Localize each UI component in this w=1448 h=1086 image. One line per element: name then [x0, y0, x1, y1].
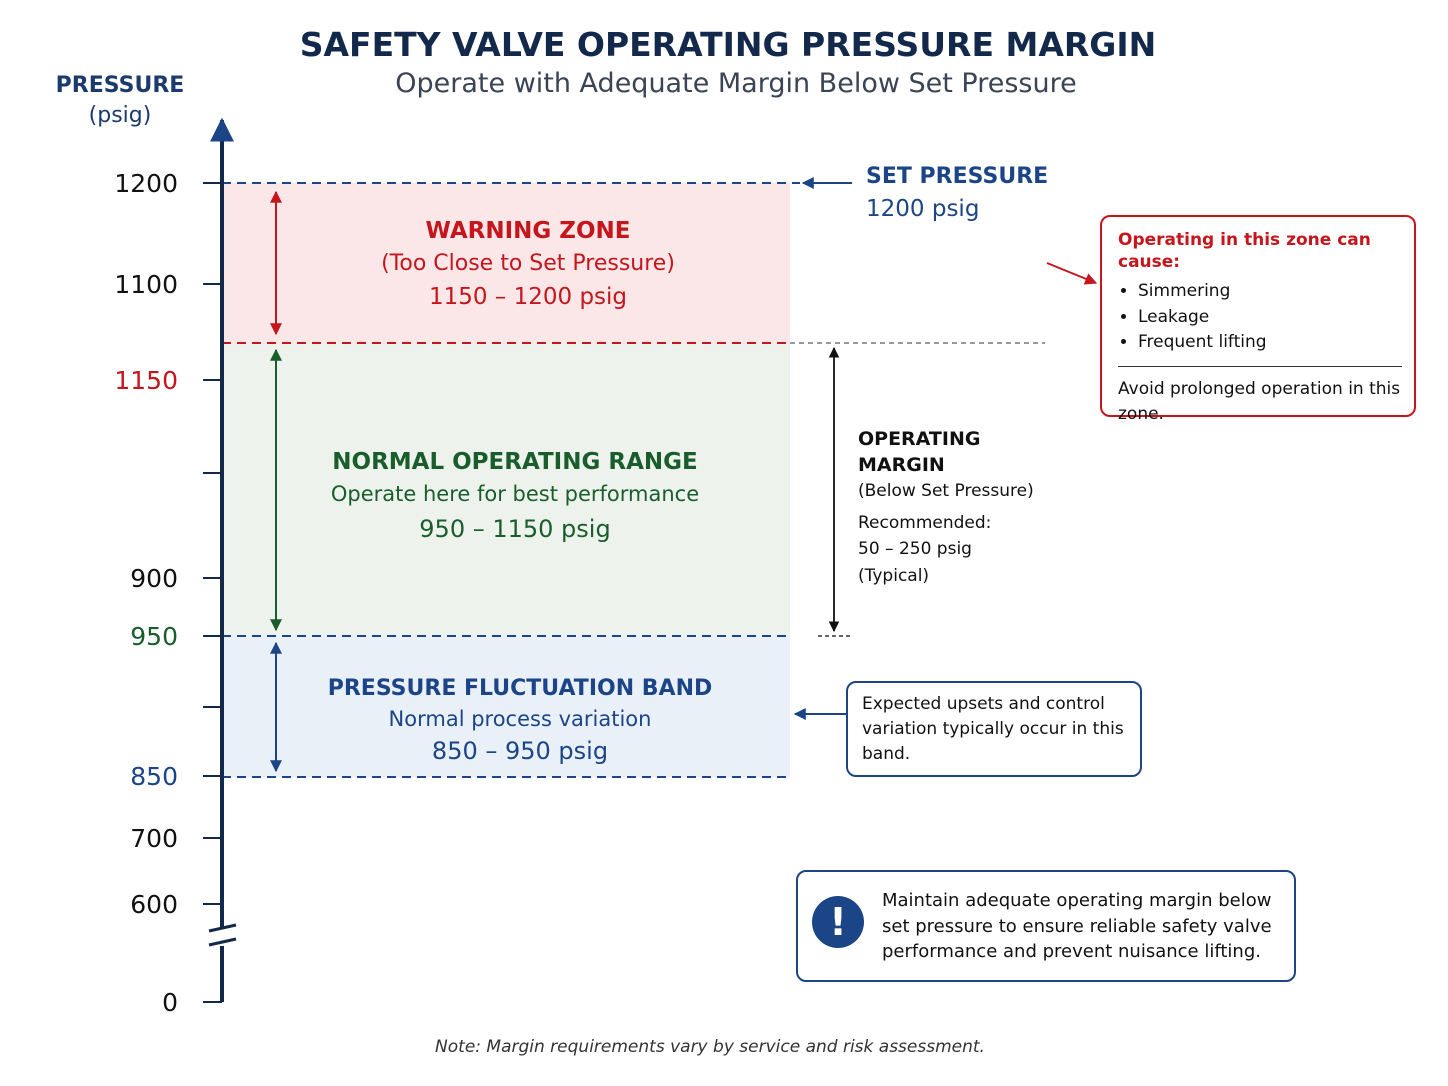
axis-ticks: 1200 1100 1150 900 950 850 700 600 0 — [114, 169, 222, 1017]
axis-tick-label: 700 — [130, 824, 178, 853]
normal-zone-range: 950 – 1150 psig — [419, 515, 610, 543]
warning-callout-item: Frequent lifting — [1138, 330, 1404, 356]
warning-zone-range: 1150 – 1200 psig — [429, 284, 627, 310]
operating-margin-qualifier: (Below Set Pressure) — [858, 481, 1034, 501]
fluctuation-band-title: PRESSURE FLUCTUATION BAND — [328, 676, 713, 701]
fluctuation-band-subtitle: Normal process variation — [389, 707, 652, 731]
axis-break-mark-bottom — [208, 937, 237, 947]
warning-callout-item: Leakage — [1138, 305, 1404, 331]
warning-zone-fill — [222, 183, 790, 343]
normal-zone-fill — [222, 343, 790, 636]
set-pressure-label: SET PRESSURE — [866, 164, 1048, 189]
normal-zone-title: NORMAL OPERATING RANGE — [332, 449, 697, 475]
fluctuation-zone-fill — [222, 636, 790, 777]
axis-tick-label: 1200 — [114, 169, 178, 198]
footer-note: Note: Margin requirements vary by servic… — [435, 1037, 985, 1057]
fluctuation-callout-text: Expected upsets and control variation ty… — [862, 694, 1124, 764]
warning-callout-divider — [1118, 365, 1402, 367]
warning-callout-item: Simmering — [1138, 279, 1404, 305]
warning-callout-heading: Operating in this zone can cause: — [1118, 230, 1371, 272]
axis-unit: (psig) — [89, 103, 152, 128]
axis-tick-label: 850 — [130, 762, 178, 791]
maintain-margin-text: Maintain adequate operating margin below… — [882, 890, 1272, 962]
operating-margin-title-line1: OPERATING — [858, 428, 980, 450]
axis-tick-label: 1100 — [114, 270, 178, 299]
axis-tick-label: 900 — [130, 564, 178, 593]
maintain-margin-box: ! Maintain adequate operating margin bel… — [796, 870, 1296, 982]
page-subtitle: Operate with Adequate Margin Below Set P… — [395, 68, 1076, 99]
warning-zone-title: WARNING ZONE — [426, 218, 631, 244]
warning-callout-box: Operating in this zone can cause: Simmer… — [1100, 215, 1416, 424]
page-title: SAFETY VALVE OPERATING PRESSURE MARGIN — [300, 25, 1157, 64]
fluctuation-band-range: 850 – 950 psig — [432, 737, 608, 765]
set-pressure-value: 1200 psig — [866, 196, 979, 222]
axis-break-mark-top — [208, 923, 237, 933]
axis-tick-label: 950 — [130, 622, 178, 651]
operating-margin-title-line2: MARGIN — [858, 454, 945, 476]
operating-margin-typical: (Typical) — [858, 566, 929, 586]
axis-label: PRESSURE — [56, 73, 185, 98]
operating-margin-recommended-value: 50 – 250 psig — [858, 539, 972, 559]
axis-tick-label: 600 — [130, 890, 178, 919]
warning-callout-note: Avoid prolonged operation in this zone. — [1118, 378, 1401, 424]
axis-tick-label: 1150 — [114, 366, 178, 395]
normal-zone-subtitle: Operate here for best performance — [331, 482, 699, 506]
axis-tick-label: 0 — [162, 988, 178, 1017]
exclamation-icon: ! — [812, 896, 864, 948]
warning-callout-list: Simmering Leakage Frequent lifting — [1118, 279, 1404, 356]
operating-margin-recommended-label: Recommended: — [858, 513, 991, 533]
warning-zone-subtitle: (Too Close to Set Pressure) — [381, 251, 675, 276]
warning-callout-arrow — [1046, 262, 1098, 285]
fluctuation-callout-box: Expected upsets and control variation ty… — [846, 681, 1142, 777]
